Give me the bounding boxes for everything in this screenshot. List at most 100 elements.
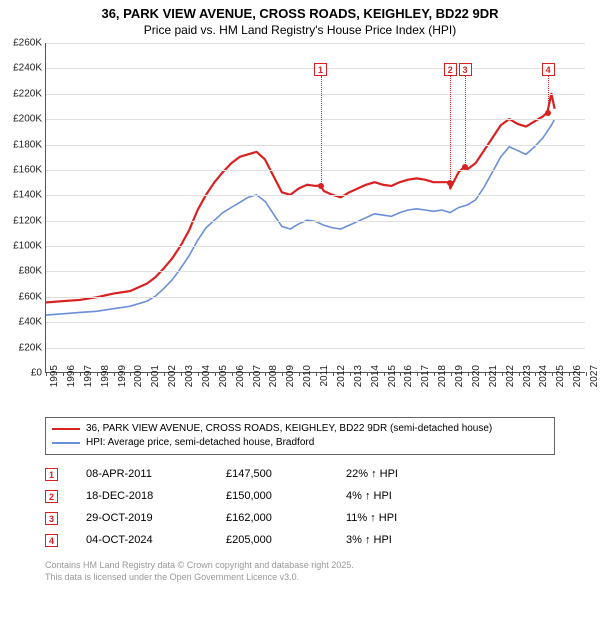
sale-marker-line xyxy=(321,76,322,186)
ytick-label: £120K xyxy=(0,215,42,226)
sale-marker-box: 1 xyxy=(314,63,327,76)
xtick-label: 2023 xyxy=(522,365,533,387)
xtick-mark xyxy=(417,372,418,376)
title-subtitle: Price paid vs. HM Land Registry's House … xyxy=(0,23,600,37)
sale-marker-dot xyxy=(545,110,551,116)
xtick-label: 2021 xyxy=(488,365,499,387)
sales-row-date: 08-APR-2011 xyxy=(86,468,226,480)
gridline-h xyxy=(46,170,585,171)
gridline-h xyxy=(46,322,585,323)
xtick-mark xyxy=(384,372,385,376)
xtick-mark xyxy=(400,372,401,376)
xtick-label: 1995 xyxy=(49,365,60,387)
legend-row: 36, PARK VIEW AVENUE, CROSS ROADS, KEIGH… xyxy=(52,422,548,436)
xtick-label: 2018 xyxy=(437,365,448,387)
xtick-label: 2002 xyxy=(167,365,178,387)
xtick-label: 2012 xyxy=(336,365,347,387)
xtick-mark xyxy=(569,372,570,376)
sales-row-marker: 1 xyxy=(45,468,58,481)
plot-area: 1995199619971998199920002001200220032004… xyxy=(45,43,585,373)
ytick-label: £160K xyxy=(0,164,42,175)
xtick-mark xyxy=(63,372,64,376)
sale-marker-dot xyxy=(462,164,468,170)
sales-table-row: 329-OCT-2019£162,00011% ↑ HPI xyxy=(45,507,600,529)
ytick-label: £0 xyxy=(0,368,42,379)
xtick-mark xyxy=(130,372,131,376)
sales-row-delta: 3% ↑ HPI xyxy=(346,534,392,546)
legend-box: 36, PARK VIEW AVENUE, CROSS ROADS, KEIGH… xyxy=(45,417,555,455)
title-block: 36, PARK VIEW AVENUE, CROSS ROADS, KEIGH… xyxy=(0,0,600,37)
xtick-mark xyxy=(333,372,334,376)
gridline-h xyxy=(46,271,585,272)
sales-table-row: 2 18-DEC-2018£150,0004% ↑ HPI xyxy=(45,485,600,507)
sales-row-delta: 4% ↑ HPI xyxy=(346,490,392,502)
sale-marker-box: 2 xyxy=(444,63,457,76)
xtick-mark xyxy=(114,372,115,376)
series-hpi xyxy=(46,119,555,315)
sale-marker-dot xyxy=(318,183,324,189)
sale-marker-dot xyxy=(447,180,453,186)
xtick-mark xyxy=(215,372,216,376)
legend-row: HPI: Average price, semi-detached house,… xyxy=(52,436,548,450)
xtick-label: 2013 xyxy=(353,365,364,387)
xtick-mark xyxy=(299,372,300,376)
sales-row-price: £150,000 xyxy=(226,490,346,502)
xtick-mark xyxy=(181,372,182,376)
sales-table-row: 1 08-APR-2011£147,50022% ↑ HPI xyxy=(45,463,600,485)
xtick-mark xyxy=(198,372,199,376)
ytick-label: £180K xyxy=(0,139,42,150)
gridline-h xyxy=(46,246,585,247)
sales-row-delta: 22% ↑ HPI xyxy=(346,468,398,480)
xtick-label: 1996 xyxy=(66,365,77,387)
ytick-label: £140K xyxy=(0,190,42,201)
xtick-mark xyxy=(316,372,317,376)
ytick-label: £60K xyxy=(0,291,42,302)
sales-row-date: 29-OCT-2019 xyxy=(86,512,226,524)
xtick-mark xyxy=(552,372,553,376)
sale-marker-box: 3 xyxy=(459,63,472,76)
gridline-h xyxy=(46,43,585,44)
xtick-label: 2016 xyxy=(403,365,414,387)
legend-swatch xyxy=(52,442,80,444)
ytick-label: £20K xyxy=(0,342,42,353)
xtick-label: 2014 xyxy=(370,365,381,387)
xtick-mark xyxy=(451,372,452,376)
ytick-label: £240K xyxy=(0,63,42,74)
xtick-label: 2010 xyxy=(302,365,313,387)
chart-region: £0£20K£40K£60K£80K£100K£120K£140K£160K£1… xyxy=(0,43,600,413)
xtick-label: 2027 xyxy=(589,365,600,387)
xtick-label: 2007 xyxy=(252,365,263,387)
sales-row-marker: 2 xyxy=(45,490,58,503)
xtick-mark xyxy=(535,372,536,376)
sales-row-marker: 4 xyxy=(45,534,58,547)
xtick-label: 2005 xyxy=(218,365,229,387)
xtick-mark xyxy=(80,372,81,376)
xtick-label: 2017 xyxy=(420,365,431,387)
sales-row-price: £162,000 xyxy=(226,512,346,524)
xtick-mark xyxy=(468,372,469,376)
xtick-mark xyxy=(485,372,486,376)
xtick-mark xyxy=(249,372,250,376)
legend-label: HPI: Average price, semi-detached house,… xyxy=(86,436,314,450)
xtick-label: 2022 xyxy=(505,365,516,387)
sales-row-date: 18-DEC-2018 xyxy=(86,490,226,502)
sales-row-price: £147,500 xyxy=(226,468,346,480)
xtick-mark xyxy=(434,372,435,376)
sales-row-delta: 11% ↑ HPI xyxy=(346,512,397,524)
xtick-label: 2015 xyxy=(387,365,398,387)
ytick-label: £260K xyxy=(0,38,42,49)
sale-marker-box: 4 xyxy=(542,63,555,76)
xtick-label: 1998 xyxy=(100,365,111,387)
house-price-chart-page: 36, PARK VIEW AVENUE, CROSS ROADS, KEIGH… xyxy=(0,0,600,620)
sale-marker-line xyxy=(548,76,549,113)
gridline-h xyxy=(46,119,585,120)
xtick-label: 2011 xyxy=(319,365,330,387)
xtick-mark xyxy=(164,372,165,376)
xtick-mark xyxy=(367,372,368,376)
xtick-label: 2026 xyxy=(572,365,583,387)
xtick-label: 2000 xyxy=(133,365,144,387)
xtick-label: 2008 xyxy=(268,365,279,387)
gridline-h xyxy=(46,195,585,196)
xtick-mark xyxy=(46,372,47,376)
gridline-h xyxy=(46,145,585,146)
